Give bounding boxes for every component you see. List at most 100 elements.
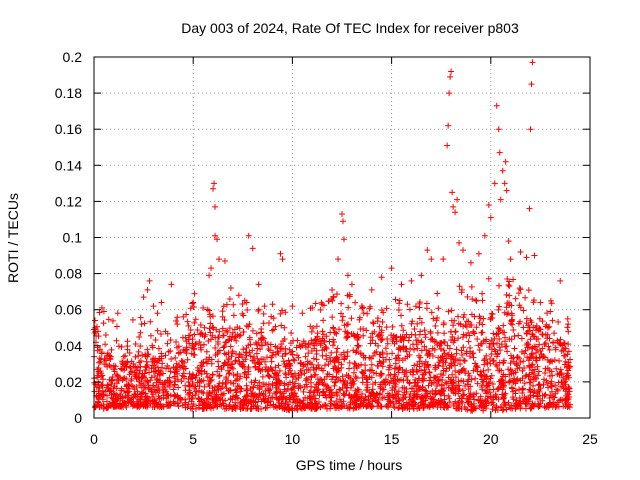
data-point xyxy=(304,395,311,402)
data-point xyxy=(100,320,107,327)
data-point xyxy=(506,292,513,299)
data-point xyxy=(396,364,403,371)
data-point xyxy=(365,396,372,403)
data-point xyxy=(217,395,224,402)
data-point xyxy=(241,397,248,404)
data-point xyxy=(560,374,567,381)
data-point xyxy=(544,310,551,317)
data-point xyxy=(149,344,156,351)
data-point xyxy=(541,341,548,348)
data-point xyxy=(236,332,243,339)
data-point xyxy=(398,402,405,409)
data-point xyxy=(221,359,228,366)
data-point xyxy=(245,323,252,330)
data-point xyxy=(207,377,214,384)
data-point xyxy=(164,340,171,347)
data-point xyxy=(144,286,151,293)
data-point xyxy=(465,386,472,393)
data-point xyxy=(289,303,296,310)
data-point xyxy=(120,353,127,360)
data-point xyxy=(289,399,296,406)
data-point xyxy=(515,332,522,339)
data-point xyxy=(360,310,367,317)
data-point xyxy=(440,347,447,354)
data-point xyxy=(409,371,416,378)
data-point xyxy=(146,384,153,391)
data-point xyxy=(156,395,163,402)
data-point xyxy=(190,351,197,358)
data-point xyxy=(486,389,493,396)
data-point xyxy=(256,390,263,397)
data-point xyxy=(423,347,430,354)
data-point xyxy=(519,385,526,392)
data-point xyxy=(135,353,142,360)
data-point xyxy=(412,332,419,339)
data-point xyxy=(196,338,203,345)
data-point xyxy=(416,405,423,412)
data-point xyxy=(285,381,292,388)
data-point xyxy=(336,326,343,333)
data-point xyxy=(468,311,475,318)
data-point xyxy=(330,339,337,345)
data-point xyxy=(336,386,343,393)
data-point xyxy=(227,285,234,292)
data-point xyxy=(330,325,337,332)
data-point xyxy=(414,320,421,327)
data-point xyxy=(338,300,345,307)
data-point xyxy=(296,342,303,349)
data-point xyxy=(466,322,473,329)
data-point xyxy=(326,354,333,361)
data-point xyxy=(372,340,379,347)
data-point xyxy=(522,405,529,412)
data-point xyxy=(494,363,501,370)
data-point xyxy=(363,387,370,394)
data-point xyxy=(145,396,152,403)
data-point xyxy=(536,402,543,409)
data-point xyxy=(395,306,402,313)
data-point xyxy=(436,340,443,347)
data-point xyxy=(501,180,508,187)
x-tick-label: 15 xyxy=(384,431,400,447)
data-point xyxy=(331,401,338,408)
data-point xyxy=(209,371,216,378)
data-point xyxy=(229,333,236,340)
data-point xyxy=(396,397,403,404)
data-point xyxy=(146,369,153,376)
data-point xyxy=(293,344,300,351)
data-point xyxy=(480,367,487,374)
data-point xyxy=(507,360,514,367)
data-point xyxy=(350,369,357,376)
data-point xyxy=(468,376,475,383)
data-point xyxy=(498,404,505,411)
data-point xyxy=(206,374,213,381)
data-point xyxy=(265,395,272,402)
data-point xyxy=(236,358,243,365)
data-point xyxy=(310,340,317,347)
data-point xyxy=(323,352,330,359)
x-tick-label: 10 xyxy=(285,431,301,447)
data-point xyxy=(372,397,379,404)
data-point xyxy=(298,368,305,375)
data-point xyxy=(339,313,346,320)
data-point xyxy=(451,317,458,324)
data-point xyxy=(249,327,256,334)
data-point xyxy=(450,377,457,384)
data-point xyxy=(352,400,359,407)
data-point xyxy=(565,328,572,335)
data-point xyxy=(219,379,226,386)
data-point xyxy=(558,348,565,355)
data-point xyxy=(527,336,534,343)
data-point xyxy=(346,391,353,398)
data-point xyxy=(459,367,466,374)
data-point xyxy=(564,351,571,358)
data-point xyxy=(488,372,495,379)
data-point xyxy=(255,405,262,412)
data-point xyxy=(392,296,399,303)
data-point xyxy=(527,126,534,133)
data-point xyxy=(422,387,429,394)
data-point xyxy=(416,304,423,311)
data-point xyxy=(265,320,272,327)
data-point xyxy=(496,378,503,385)
data-point xyxy=(452,367,459,374)
data-point xyxy=(140,294,147,301)
